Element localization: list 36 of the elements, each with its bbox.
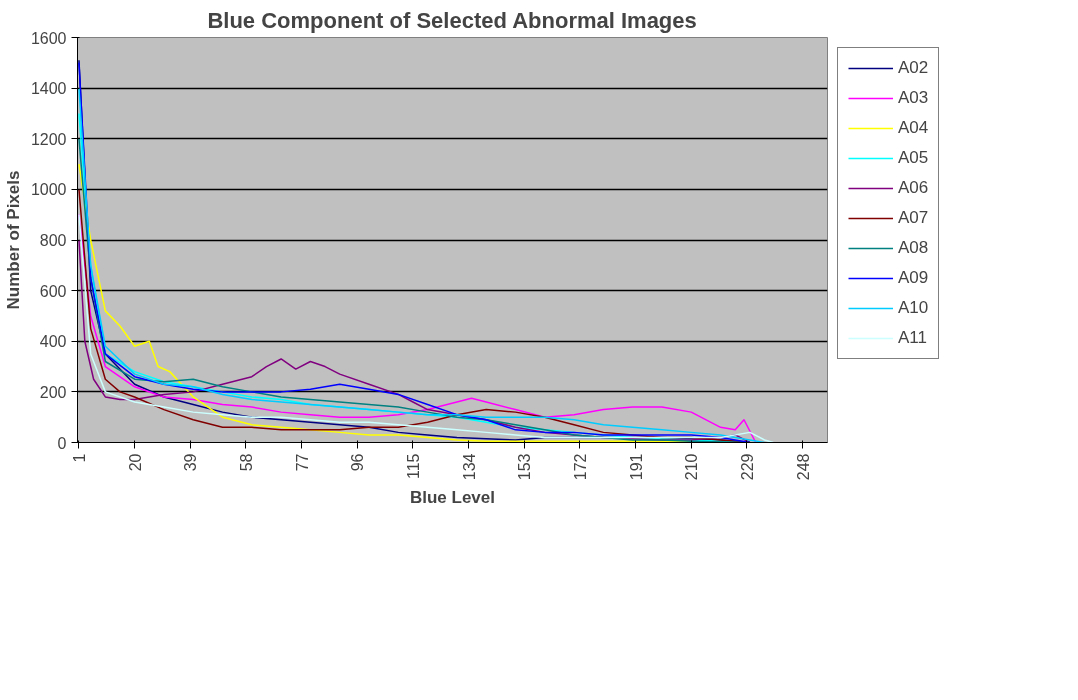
y-tick-label: 800 bbox=[39, 232, 67, 249]
x-tick-label: 39 bbox=[182, 453, 200, 472]
chart-title: Blue Component of Selected Abnormal Images bbox=[207, 7, 697, 33]
x-tick-label: 248 bbox=[794, 453, 812, 481]
x-tick-label: 115 bbox=[404, 453, 422, 480]
y-tick-label: 400 bbox=[39, 333, 67, 351]
x-tick-label: 229 bbox=[738, 453, 756, 481]
x-tick-label: 153 bbox=[516, 453, 534, 481]
legend-label: A09 bbox=[898, 268, 929, 288]
y-tick-label: 0 bbox=[57, 434, 67, 452]
x-tick-label: 134 bbox=[460, 453, 478, 481]
y-tick-label: 1200 bbox=[30, 130, 67, 148]
legend-label: A11 bbox=[898, 328, 927, 348]
legend-label: A08 bbox=[898, 238, 929, 258]
x-tick-label: 96 bbox=[349, 453, 367, 472]
x-tick-label: 172 bbox=[571, 453, 589, 481]
x-tick-label: 210 bbox=[683, 453, 701, 481]
legend-label: A05 bbox=[898, 148, 929, 168]
legend-label: A02 bbox=[898, 58, 929, 78]
legend-label: A06 bbox=[898, 178, 929, 198]
x-tick-label: 1 bbox=[70, 453, 88, 463]
legend-label: A07 bbox=[898, 208, 929, 228]
x-axis-title: Blue Level bbox=[409, 488, 496, 508]
x-tick-label: 191 bbox=[627, 453, 645, 481]
legend-label: A04 bbox=[898, 118, 929, 138]
y-axis-title: Number of Pixels bbox=[3, 170, 23, 310]
y-tick-label: 200 bbox=[39, 383, 67, 401]
legend-label: A03 bbox=[898, 88, 929, 108]
x-tick-label: 58 bbox=[237, 453, 255, 472]
y-tick-label: 1000 bbox=[30, 181, 67, 199]
y-tick-label: 1400 bbox=[30, 80, 67, 98]
x-tick-label: 77 bbox=[293, 453, 311, 472]
y-tick-label: 600 bbox=[39, 282, 67, 300]
legend-label: A10 bbox=[898, 298, 929, 318]
x-tick-label: 20 bbox=[126, 453, 144, 472]
y-tick-label: 1600 bbox=[30, 29, 67, 47]
